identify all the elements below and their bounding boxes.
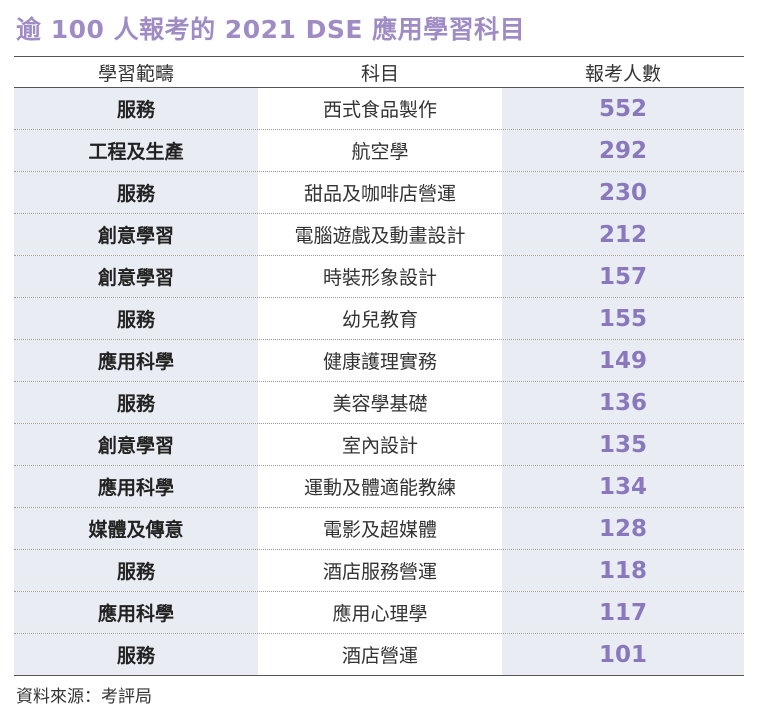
table-row: 服務 酒店營運 101: [14, 634, 744, 676]
table-row: 應用科學 健康護理實務 149: [14, 340, 744, 382]
cell-count: 157: [502, 256, 744, 297]
table-row: 創意學習 電腦遊戲及動畫設計 212: [14, 214, 744, 256]
table-row: 服務 美容學基礎 136: [14, 382, 744, 424]
page-title: 逾 100 人報考的 2021 DSE 應用學習科目: [16, 15, 526, 44]
cell-subject: 幼兒教育: [258, 298, 502, 339]
cell-area: 服務: [14, 382, 258, 423]
cell-area: 服務: [14, 88, 258, 129]
header-count: 報考人數: [584, 62, 661, 85]
cell-subject: 健康護理實務: [258, 340, 502, 381]
table-row: 服務 西式食品製作 552: [14, 88, 744, 130]
cell-count: 118: [502, 550, 744, 591]
cell-area: 服務: [14, 298, 258, 339]
cell-count: 135: [502, 424, 744, 465]
cell-subject: 西式食品製作: [258, 88, 502, 129]
cell-area: 服務: [14, 172, 258, 213]
cell-area: 應用科學: [14, 592, 258, 633]
cell-subject: 美容學基礎: [258, 382, 502, 423]
cell-subject: 電影及超媒體: [258, 508, 502, 549]
cell-area: 服務: [14, 634, 258, 675]
table-row: 服務 幼兒教育 155: [14, 298, 744, 340]
table-row: 工程及生產 航空學 292: [14, 130, 744, 172]
data-table: 學習範疇 科目 報考人數 服務 西式食品製作 552 工程及生產 航空學 292 服務 甜品及…: [14, 56, 744, 676]
header-subject: 科目: [360, 62, 399, 85]
header-area: 學習範疇: [97, 62, 174, 85]
cell-count: 155: [502, 298, 744, 339]
cell-area: 創意學習: [14, 256, 258, 297]
table-row: 應用科學 運動及體適能教練 134: [14, 466, 744, 508]
table-row: 服務 甜品及咖啡店營運 230: [14, 172, 744, 214]
cell-count: 117: [502, 592, 744, 633]
cell-count: 292: [502, 130, 744, 171]
cell-subject: 酒店服務營運: [258, 550, 502, 591]
cell-area: 媒體及傳意: [14, 508, 258, 549]
cell-area: 工程及生產: [14, 130, 258, 171]
cell-subject: 時裝形象設計: [258, 256, 502, 297]
cell-area: 服務: [14, 550, 258, 591]
cell-count: 101: [502, 634, 744, 675]
table-body: 服務 西式食品製作 552 工程及生產 航空學 292 服務 甜品及咖啡店營運 230 創意學習電…: [14, 88, 744, 676]
cell-count: 230: [502, 172, 744, 213]
cell-count: 128: [502, 508, 744, 549]
cell-area: 應用科學: [14, 340, 258, 381]
table-header: 學習範疇 科目 報考人數: [14, 57, 744, 88]
cell-area: 創意學習: [14, 424, 258, 465]
cell-subject: 室內設計: [258, 424, 502, 465]
cell-count: 149: [502, 340, 744, 381]
cell-count: 552: [502, 88, 744, 129]
table-row: 創意學習 室內設計 135: [14, 424, 744, 466]
cell-area: 應用科學: [14, 466, 258, 507]
cell-area: 創意學習: [14, 214, 258, 255]
table-row: 創意學習 時裝形象設計 157: [14, 256, 744, 298]
cell-count: 212: [502, 214, 744, 255]
cell-subject: 酒店營運: [258, 634, 502, 675]
table-row: 服務 酒店服務營運 118: [14, 550, 744, 592]
cell-subject: 電腦遊戲及動畫設計: [258, 214, 502, 255]
cell-count: 134: [502, 466, 744, 507]
cell-count: 136: [502, 382, 744, 423]
cell-subject: 運動及體適能教練: [258, 466, 502, 507]
cell-subject: 甜品及咖啡店營運: [258, 172, 502, 213]
cell-subject: 航空學: [258, 130, 502, 171]
table-row: 媒體及傳意 電影及超媒體 128: [14, 508, 744, 550]
cell-subject: 應用心理學: [258, 592, 502, 633]
table-row: 應用科學 應用心理學 117: [14, 592, 744, 634]
source-note: 資料來源：考評局: [16, 687, 152, 707]
